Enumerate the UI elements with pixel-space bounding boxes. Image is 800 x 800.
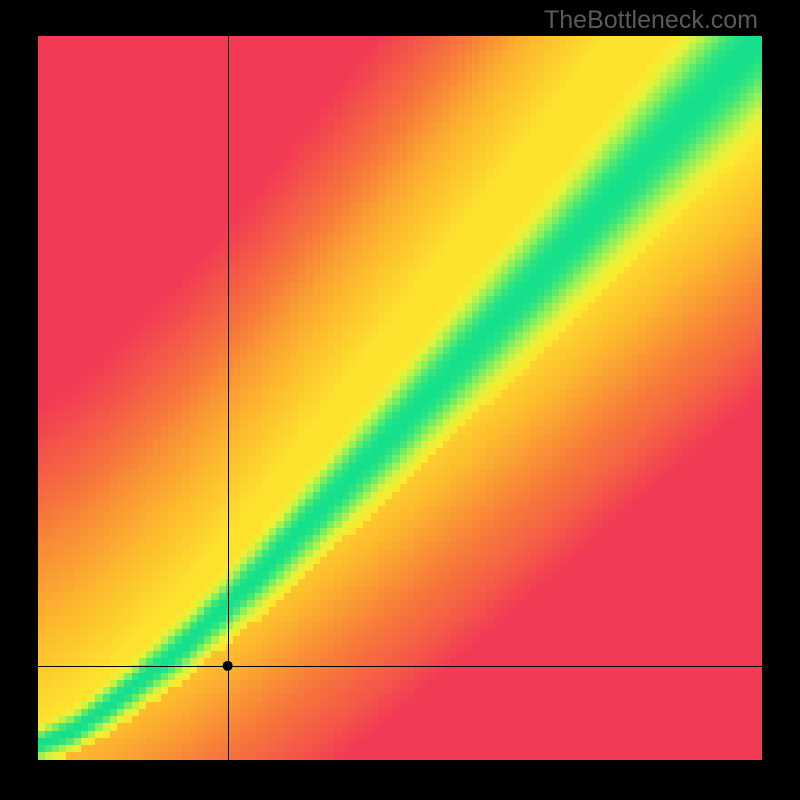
watermark-text: TheBottleneck.com bbox=[544, 6, 758, 35]
chart-container: TheBottleneck.com bbox=[0, 0, 800, 800]
bottleneck-heatmap bbox=[38, 36, 762, 760]
